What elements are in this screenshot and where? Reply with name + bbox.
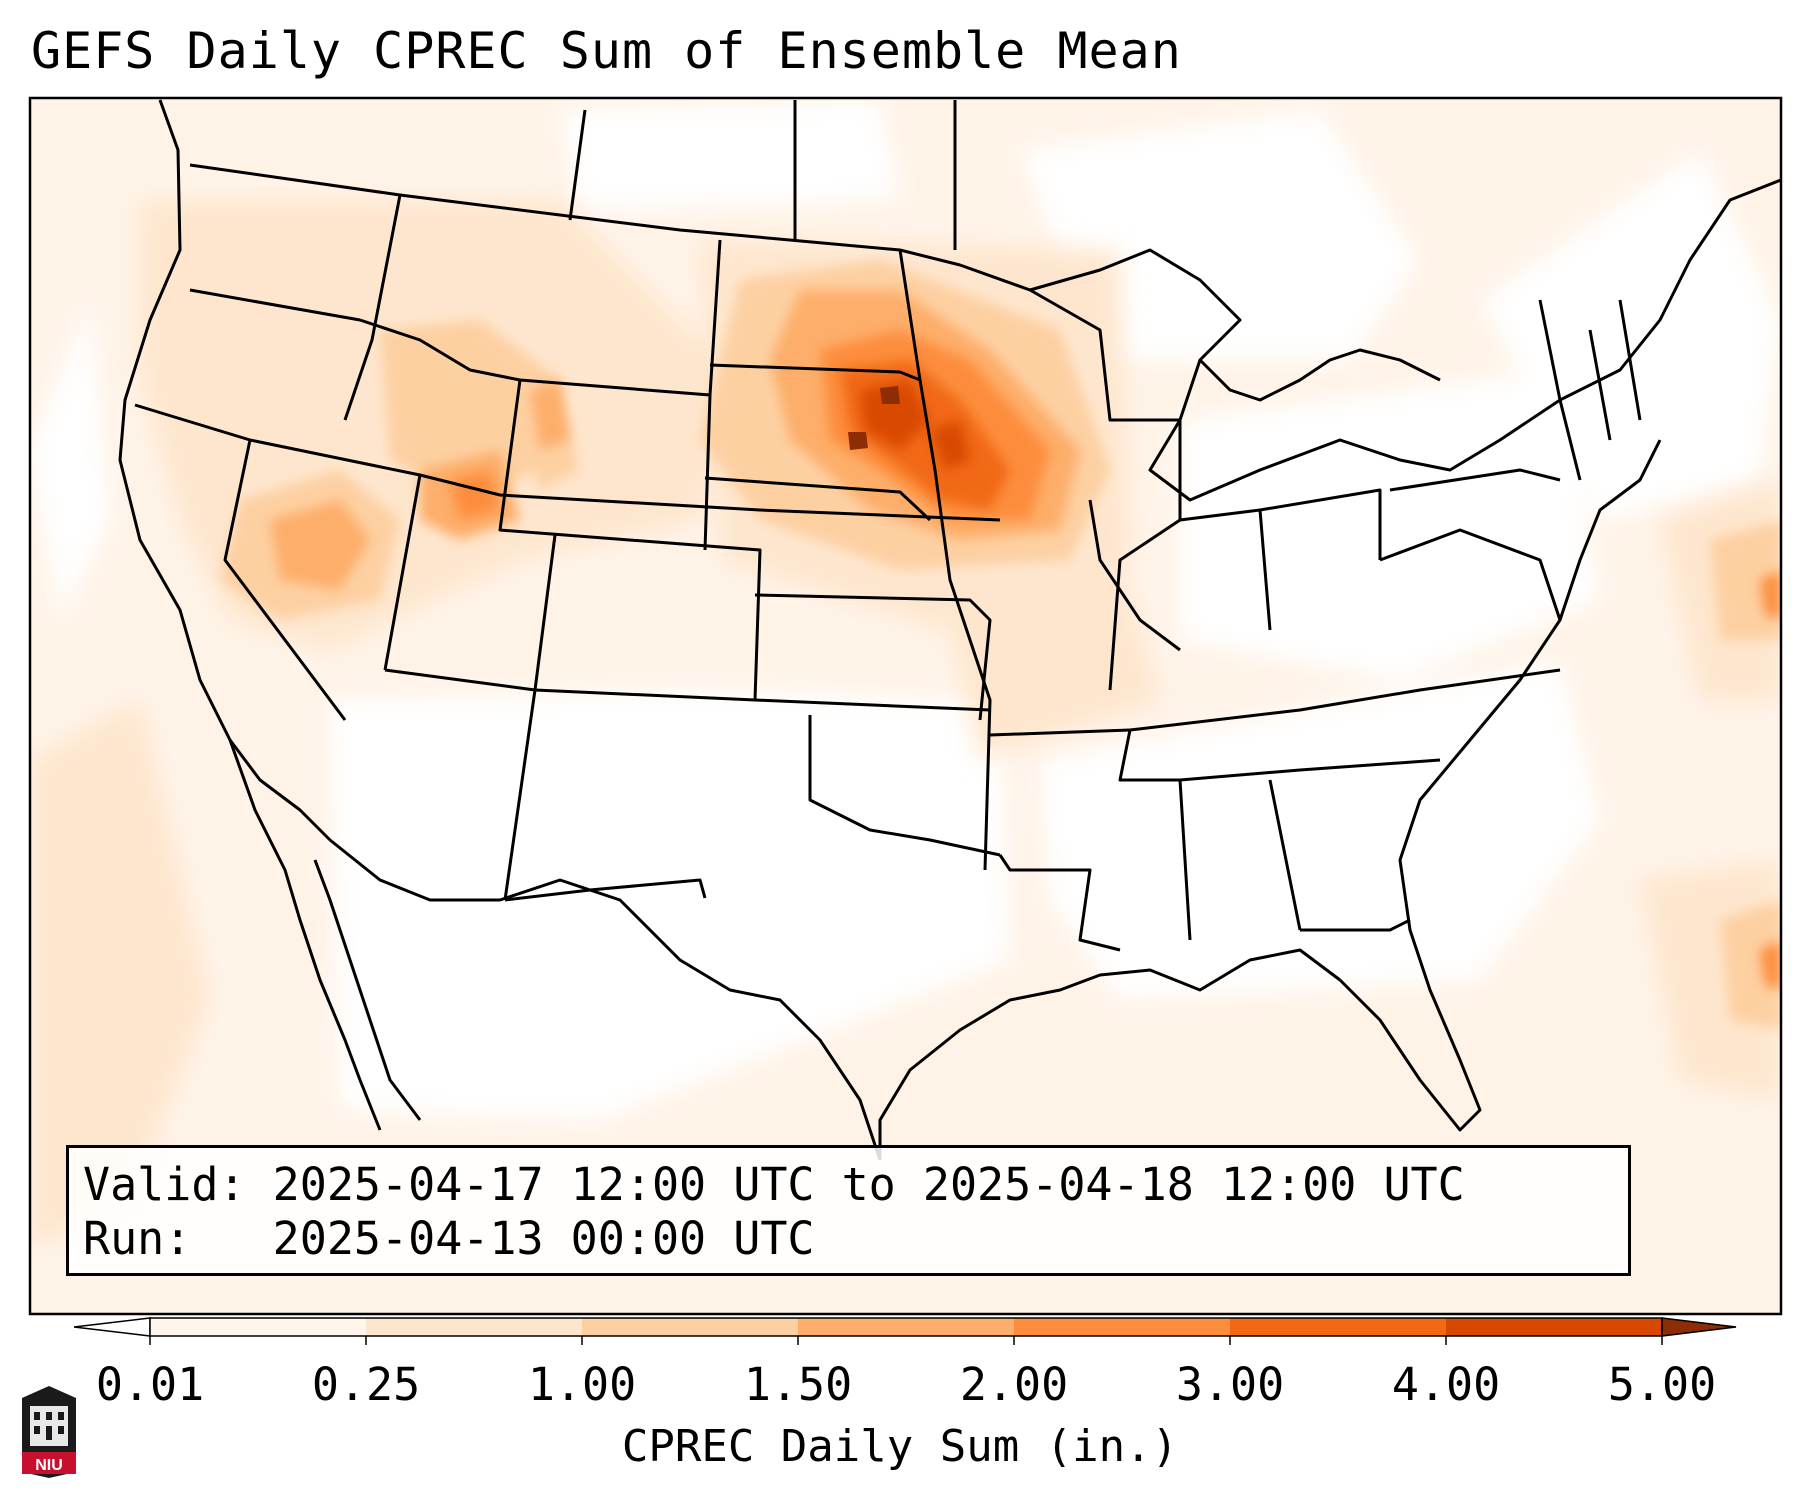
colorbar-bin	[582, 1318, 799, 1336]
precip-field	[30, 98, 1781, 1314]
colorbar-tick-label: 1.00	[527, 1358, 637, 1411]
colorbar-tick-label: 0.01	[95, 1358, 205, 1411]
run-value: 2025-04-13 00:00 UTC	[272, 1212, 815, 1265]
colorbar-bin	[1446, 1318, 1663, 1336]
map-title: GEFS Daily CPREC Sum of Ensemble Mean	[31, 22, 1182, 80]
run-label: Run:	[83, 1212, 192, 1265]
valid-value: 2025-04-17 12:00 UTC to 2025-04-18 12:00…	[272, 1158, 1465, 1211]
colorbar-title: CPREC Daily Sum (in.)	[621, 1421, 1179, 1472]
colorbar-over-arrow	[1661, 1317, 1737, 1337]
colorbar-tick-label: 3.00	[1175, 1358, 1285, 1411]
colorbar-bin	[798, 1318, 1015, 1336]
colorbar-under-arrow	[73, 1317, 151, 1337]
valid-run-box: Valid: 2025-04-17 12:00 UTC to 2025-04-1…	[66, 1145, 1631, 1276]
colorbar	[73, 1317, 1737, 1345]
map-frame	[28, 96, 1783, 1316]
colorbar-outline	[149, 1317, 1663, 1337]
boundaries	[118, 99, 1781, 1161]
colorbar-tick-label: 2.00	[959, 1358, 1069, 1411]
colorbar-tick-label: 4.00	[1391, 1358, 1501, 1411]
niu-logo-icon: NIU	[22, 1386, 76, 1478]
colorbar-bin	[366, 1318, 583, 1336]
colorbar-bin	[150, 1318, 367, 1336]
colorbar-bin	[1230, 1318, 1447, 1336]
colorbar-bin	[1014, 1318, 1231, 1336]
logo-text: NIU	[35, 1457, 63, 1474]
colorbar-tick-label: 1.50	[743, 1358, 853, 1411]
colorbar-tick-label: 5.00	[1607, 1358, 1717, 1411]
colorbar-tick-label: 0.25	[311, 1358, 421, 1411]
valid-label: Valid:	[83, 1158, 246, 1211]
